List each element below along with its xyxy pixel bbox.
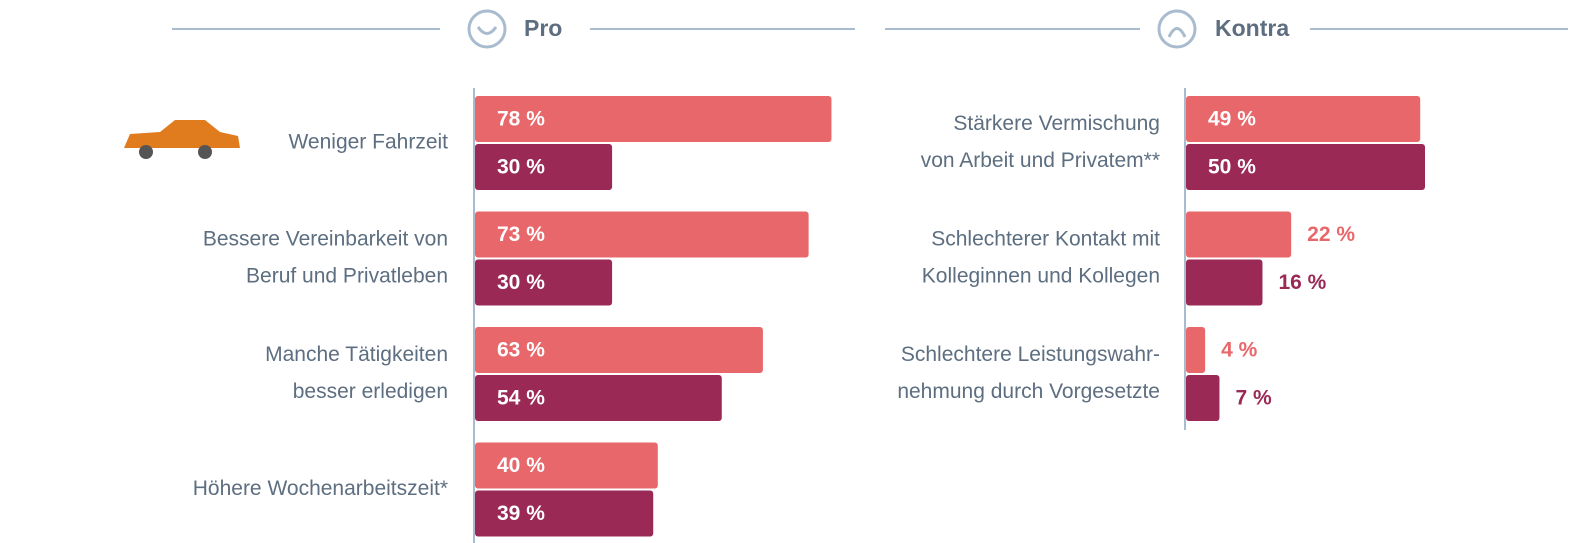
value-label: 49 % xyxy=(1208,108,1256,131)
value-label: 16 % xyxy=(1278,271,1326,294)
category-label: Schlechtere Leistungswahr- xyxy=(901,343,1160,366)
car-wheel xyxy=(198,145,212,159)
bar xyxy=(1186,375,1219,421)
value-label: 73 % xyxy=(497,223,545,246)
bar xyxy=(1186,260,1262,306)
category-label: besser erledigen xyxy=(293,380,448,403)
car-icon xyxy=(124,120,240,159)
value-label: 7 % xyxy=(1235,387,1272,410)
category-label: Beruf und Privatleben xyxy=(246,265,448,288)
car-body xyxy=(124,120,240,148)
value-label: 78 % xyxy=(497,108,545,131)
category-label: nehmung durch Vorgesetzte xyxy=(897,380,1160,403)
value-label: 30 % xyxy=(497,156,545,179)
value-label: 40 % xyxy=(497,454,545,477)
category-label: Manche Tätigkeiten xyxy=(265,343,448,366)
category-label: Schlechterer Kontakt mit xyxy=(931,228,1160,251)
value-label: 63 % xyxy=(497,339,545,362)
frown-mouth xyxy=(1169,29,1185,38)
header-pro: Pro xyxy=(172,11,855,47)
car-wheel xyxy=(139,145,153,159)
value-label: 30 % xyxy=(497,271,545,294)
value-label: 22 % xyxy=(1307,223,1355,246)
bar xyxy=(1186,327,1205,373)
value-label: 54 % xyxy=(497,387,545,410)
header-kontra: Kontra xyxy=(885,11,1568,47)
value-label: 50 % xyxy=(1208,156,1256,179)
panel-title: Kontra xyxy=(1215,15,1289,41)
value-label: 4 % xyxy=(1221,339,1258,362)
category-label: Kolleginnen und Kollegen xyxy=(922,265,1160,288)
category-label: von Arbeit und Privatem** xyxy=(921,149,1160,172)
smile-icon xyxy=(469,11,505,47)
category-label: Bessere Vereinbarkeit von xyxy=(203,228,448,251)
category-label: Stärkere Vermischung xyxy=(953,112,1160,135)
category-label: Weniger Fahrzeit xyxy=(288,131,448,154)
chart: Pro Kontra Weniger Fahrzeit 78 % 30 % Besse… xyxy=(0,0,1579,543)
smile-mouth xyxy=(478,27,496,34)
page: Pro Kontra Weniger Fahrzeit 78 % 30 % Besse… xyxy=(0,0,1579,543)
panel-title: Pro xyxy=(524,15,562,41)
value-label: 39 % xyxy=(497,502,545,525)
category-label: Höhere Wochenarbeitszeit* xyxy=(193,477,448,500)
bar xyxy=(1186,212,1291,258)
